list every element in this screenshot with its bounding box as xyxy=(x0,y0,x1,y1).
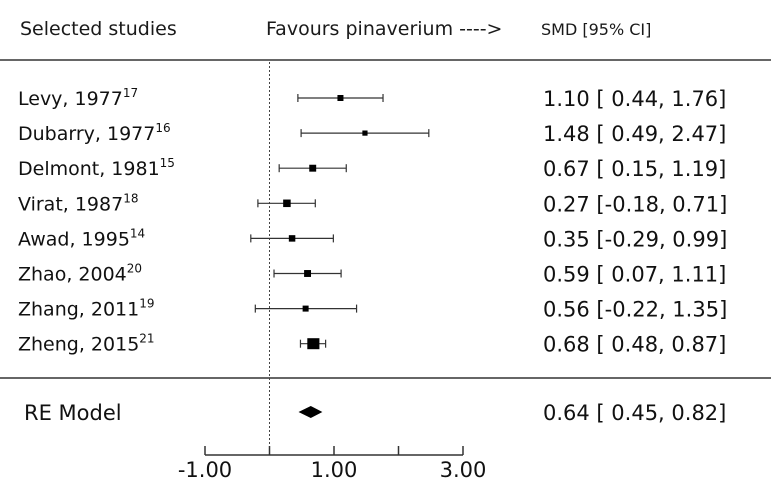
study-reference: 19 xyxy=(139,297,154,311)
study-row: Dubarry, 197716 1.48 [ 0.49, 2.47] xyxy=(18,121,726,146)
point-estimate xyxy=(283,199,291,208)
study-label: Zhang, 201119 xyxy=(18,297,155,321)
study-label: Zhao, 200420 xyxy=(18,262,142,286)
ci-value: 0.27 [-0.18, 0.71] xyxy=(543,192,727,216)
study-reference: 20 xyxy=(127,262,142,276)
study-author: Delmont, 1981 xyxy=(18,158,160,180)
ci-value: 0.35 [-0.29, 0.99] xyxy=(543,227,727,251)
study-label: Awad, 199514 xyxy=(18,226,145,250)
axis-tick-label: 3.00 xyxy=(440,458,487,478)
study-reference: 14 xyxy=(130,226,145,240)
study-author: Zhao, 2004 xyxy=(18,264,127,286)
header-studies: Selected studies xyxy=(20,18,177,40)
summary-label: RE Model xyxy=(24,401,122,425)
study-reference: 15 xyxy=(160,156,175,170)
study-row: Zheng, 201521 0.68 [ 0.48, 0.87] xyxy=(18,332,726,357)
header-effect: SMD [95% CI] xyxy=(541,20,651,39)
summary-row: RE Model 0.64 [ 0.45, 0.82] xyxy=(24,401,726,425)
axis-tick-label: 1.00 xyxy=(311,458,358,478)
summary-ci-value: 0.64 [ 0.45, 0.82] xyxy=(543,401,726,425)
study-author: Awad, 1995 xyxy=(18,228,130,250)
study-row: Levy, 197717 1.10 [ 0.44, 1.76] xyxy=(18,86,726,111)
study-reference: 18 xyxy=(123,191,138,205)
study-label: Delmont, 198115 xyxy=(18,156,175,180)
ci-value: 0.67 [ 0.15, 1.19] xyxy=(543,157,726,181)
ci-value: 1.48 [ 0.49, 2.47] xyxy=(543,122,726,146)
point-estimate xyxy=(302,305,309,312)
x-axis: -1.00 1.00 3.00 xyxy=(178,446,487,478)
study-reference: 16 xyxy=(155,121,170,135)
study-label: Levy, 197717 xyxy=(18,86,138,110)
point-estimate xyxy=(307,338,320,350)
point-estimate xyxy=(362,130,368,136)
study-reference: 17 xyxy=(123,86,138,100)
study-row: Awad, 199514 0.35 [-0.29, 0.99] xyxy=(18,226,727,251)
axis-tick-label: -1.00 xyxy=(178,458,232,478)
point-estimate xyxy=(304,270,312,277)
ci-value: 0.56 [-0.22, 1.35] xyxy=(543,298,727,322)
study-row: Zhang, 201119 0.56 [-0.22, 1.35] xyxy=(18,297,727,322)
summary-diamond xyxy=(298,406,323,418)
study-author: Virat, 1987 xyxy=(18,193,123,215)
point-estimate xyxy=(337,95,344,101)
study-author: Dubarry, 1977 xyxy=(18,123,155,145)
study-row: Virat, 198718 0.27 [-0.18, 0.71] xyxy=(18,191,727,216)
header-direction: Favours pinaverium ----> xyxy=(266,18,502,40)
study-author: Levy, 1977 xyxy=(18,88,123,110)
study-row: Delmont, 198115 0.67 [ 0.15, 1.19] xyxy=(18,156,726,181)
study-rows: Levy, 197717 1.10 [ 0.44, 1.76] Dubarry, 1… xyxy=(18,86,727,357)
study-label: Virat, 198718 xyxy=(18,191,138,215)
study-author: Zhang, 2011 xyxy=(18,299,139,321)
study-row: Zhao, 200420 0.59 [ 0.07, 1.11] xyxy=(18,262,726,287)
ci-value: 0.59 [ 0.07, 1.11] xyxy=(543,263,726,287)
study-reference: 21 xyxy=(139,332,154,346)
study-label: Zheng, 201521 xyxy=(18,332,155,356)
ci-value: 1.10 [ 0.44, 1.76] xyxy=(543,87,726,111)
point-estimate xyxy=(309,164,317,172)
ci-value: 0.68 [ 0.48, 0.87] xyxy=(543,333,726,357)
study-author: Zheng, 2015 xyxy=(18,334,139,356)
study-label: Dubarry, 197716 xyxy=(18,121,171,145)
point-estimate xyxy=(288,235,296,242)
